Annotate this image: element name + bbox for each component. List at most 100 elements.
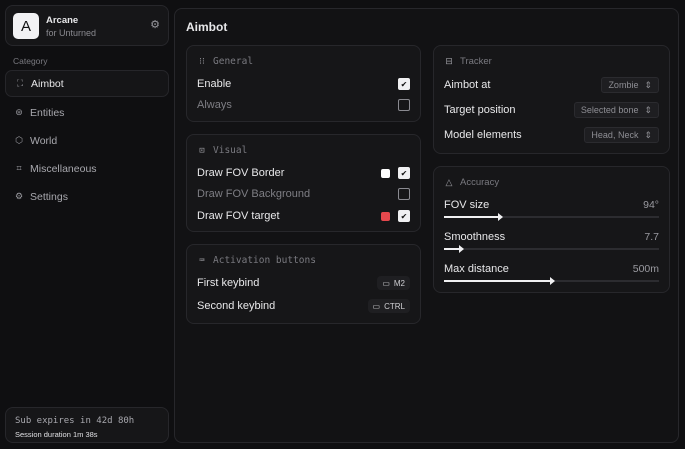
settings-gear-icon[interactable]: ⚙ xyxy=(150,19,160,31)
activation-header: ⌨ Activation buttons xyxy=(197,255,316,266)
key-value: CTRL xyxy=(384,301,405,311)
session-duration: Session duration 1m 38s xyxy=(15,430,98,439)
sidebar-item-entities[interactable]: ⊛ Entities xyxy=(5,99,169,126)
sidebar-item-label: Settings xyxy=(30,190,68,203)
tracker-row: Aimbot at Zombie ⇕ xyxy=(444,77,659,93)
visual-card: ⊡ Visual Draw FOV Border ✔ Draw FOV Backgro… xyxy=(186,134,421,232)
setting-label: Draw FOV Background xyxy=(197,188,311,200)
tracker-label: Aimbot at xyxy=(444,79,491,91)
keyboard-icon: ⌨ xyxy=(199,255,205,266)
gear-icon: ⚙ xyxy=(14,191,24,201)
setting-row: Draw FOV target ✔ xyxy=(197,210,410,222)
setting-label: Always xyxy=(197,99,232,111)
setting-row: Always xyxy=(197,99,410,111)
setting-label: Enable xyxy=(197,78,232,90)
accuracy-header: △ Accuracy xyxy=(444,177,500,188)
tracker-row: Target position Selected bone ⇕ xyxy=(444,102,659,118)
key-icon: ▭ xyxy=(372,301,381,311)
slider-value: 500m xyxy=(632,263,659,275)
tracker-header: ⊟ Tracker xyxy=(444,56,492,67)
select-dropdown[interactable]: Selected bone ⇕ xyxy=(573,102,659,118)
slider-row: Smoothness 7.7 xyxy=(444,231,659,243)
setting-row: Enable ✔ xyxy=(197,78,410,90)
section-title: Accuracy xyxy=(460,177,500,188)
setting-label: Draw FOV Border xyxy=(197,167,285,179)
slider-label: FOV size xyxy=(444,199,490,211)
app-name: Arcane xyxy=(46,15,79,26)
visual-header: ⊡ Visual xyxy=(197,145,247,156)
select-dropdown[interactable]: Head, Neck ⇕ xyxy=(584,127,659,143)
general-header: ⁝⁝ General xyxy=(197,56,253,67)
setting-row: Draw FOV Border ✔ xyxy=(197,167,410,179)
sidebar-item-miscellaneous[interactable]: ⌗ Miscellaneous xyxy=(5,155,169,182)
checkbox[interactable]: ✔ xyxy=(398,167,410,179)
accuracy-card: △ Accuracy FOV size 94° Smoothness 7.7 Max di… xyxy=(433,166,670,293)
slider-track[interactable] xyxy=(444,213,659,221)
select-dropdown[interactable]: Zombie ⇕ xyxy=(601,77,659,93)
select-value: Zombie xyxy=(608,80,639,90)
sidebar-item-aimbot[interactable]: ⛶ Aimbot xyxy=(5,70,169,97)
section-title: Visual xyxy=(213,145,248,156)
checkbox[interactable]: ✔ xyxy=(398,78,410,90)
sidebar-item-label: Aimbot xyxy=(31,77,64,90)
select-value: Selected bone xyxy=(580,105,639,115)
sliders-icon: ⁝⁝ xyxy=(199,56,205,67)
app-header: A Arcane for Unturned ⚙ xyxy=(5,5,169,46)
slider-handle[interactable] xyxy=(444,213,503,221)
checkbox[interactable] xyxy=(398,99,410,111)
sidebar-item-settings[interactable]: ⚙ Settings xyxy=(5,183,169,210)
app-logo: A xyxy=(13,13,39,39)
slider-value: 94° xyxy=(643,199,659,211)
slider-label: Smoothness xyxy=(444,231,506,243)
setting-label: Draw FOV target xyxy=(197,210,280,222)
keybind-label: First keybind xyxy=(197,277,260,289)
chevron-updown-icon: ⇕ xyxy=(644,129,652,140)
tracker-label: Model elements xyxy=(444,129,522,141)
color-swatch[interactable] xyxy=(381,168,390,178)
key-icon: ▭ xyxy=(382,278,390,288)
section-title: Activation buttons xyxy=(213,255,316,266)
target-icon: ⊡ xyxy=(199,145,205,156)
scan-icon: ⊛ xyxy=(15,107,23,117)
section-title: Tracker xyxy=(460,56,492,67)
app-subtitle: for Unturned xyxy=(46,28,97,38)
slider-row: Max distance 500m xyxy=(444,263,659,275)
activation-card: ⌨ Activation buttons First keybind ▭ M2 Seco… xyxy=(186,244,421,324)
tracker-card: ⊟ Tracker Aimbot at Zombie ⇕ Target position… xyxy=(433,45,670,154)
checkbox[interactable] xyxy=(398,188,410,200)
slider-track[interactable] xyxy=(444,245,659,253)
slider-track[interactable] xyxy=(444,277,659,285)
sidebar-item-label: Miscellaneous xyxy=(30,162,97,175)
grid-icon: ⌗ xyxy=(16,163,22,173)
chevron-updown-icon: ⇕ xyxy=(644,79,652,90)
keybind-button[interactable]: ▭ CTRL xyxy=(367,299,410,313)
setting-row: Draw FOV Background xyxy=(197,188,410,200)
sub-expiry: Sub expires in 42d 80h xyxy=(15,416,135,426)
keybind-row: Second keybind ▭ CTRL xyxy=(197,299,410,313)
subscription-info: Sub expires in 42d 80h Session duration … xyxy=(5,407,169,443)
general-card: ⁝⁝ General Enable ✔ Always xyxy=(186,45,421,122)
slider-row: FOV size 94° xyxy=(444,199,659,211)
key-value: M2 xyxy=(393,278,405,288)
keybind-label: Second keybind xyxy=(197,300,276,312)
slider-label: Max distance xyxy=(444,263,509,275)
category-label: Category xyxy=(13,56,48,66)
keybind-row: First keybind ▭ M2 xyxy=(197,276,410,290)
checkbox[interactable]: ✔ xyxy=(398,210,410,222)
crosshair-icon: ⛶ xyxy=(16,78,24,88)
sidebar-item-label: Entities xyxy=(30,106,65,119)
page-title: Aimbot xyxy=(186,20,228,34)
slider-handle[interactable] xyxy=(444,277,554,285)
keybind-button[interactable]: ▭ M2 xyxy=(377,276,410,290)
chevron-updown-icon: ⇕ xyxy=(644,104,652,115)
sidebar-item-world[interactable]: ⬡ World xyxy=(5,127,169,154)
tracker-row: Model elements Head, Neck ⇕ xyxy=(444,127,659,143)
section-title: General xyxy=(213,56,254,67)
triangle-icon: △ xyxy=(445,177,453,187)
slider-value: 7.7 xyxy=(644,231,659,243)
slider-handle[interactable] xyxy=(444,245,464,253)
sidebar-item-label: World xyxy=(30,134,58,147)
cube-icon: ⬡ xyxy=(15,135,23,145)
color-swatch[interactable] xyxy=(381,211,390,221)
select-value: Head, Neck xyxy=(591,130,639,140)
